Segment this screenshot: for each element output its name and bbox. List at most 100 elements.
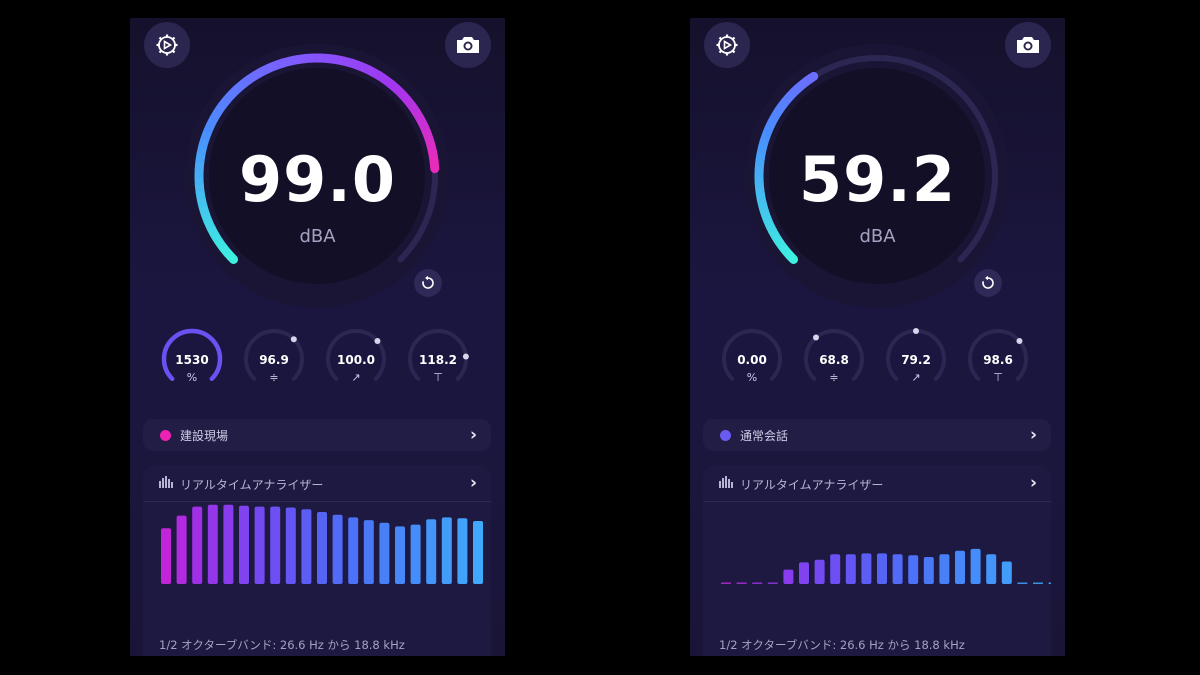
spectrum-bar	[752, 582, 763, 584]
average-icon: ≑	[269, 371, 279, 384]
gauge-fill-segment	[327, 54, 338, 65]
bar-chart-icon	[159, 476, 173, 488]
gear-icon	[716, 34, 738, 56]
gauge-fill-segment	[202, 122, 215, 135]
gauge-fill-segment	[387, 80, 401, 93]
spectrum-bar	[379, 522, 390, 584]
gauge-fill-segment	[223, 248, 239, 264]
mini-track	[408, 329, 468, 381]
spectrum-bar	[877, 553, 887, 584]
spectrum-bar	[767, 582, 778, 584]
spectrum-bar	[441, 517, 452, 584]
gauge-fill-segment	[412, 109, 425, 122]
max-arrow-icon: ↗	[911, 371, 921, 384]
gauge-fill-segment	[200, 130, 212, 142]
preset-selector[interactable]: 建設現場 ›	[143, 419, 491, 451]
gauge-fill-segment	[375, 71, 388, 84]
preset-selector[interactable]: 通常会話 ›	[703, 419, 1051, 451]
spectrum-bar	[845, 554, 856, 584]
peak-icon: ⊤	[993, 371, 1003, 384]
preset-color-dot	[160, 430, 171, 441]
stat-gauge-percent: 1530 %	[159, 326, 225, 396]
camera-icon	[1017, 37, 1039, 53]
stat-gauge-average: 68.8 ≑	[801, 326, 867, 396]
spectrum-bar	[783, 569, 794, 584]
spectrum-bar	[348, 517, 359, 584]
mini-marker	[1016, 338, 1023, 344]
gauge-fill-segment	[422, 130, 434, 142]
gauge-fill-segment	[341, 56, 353, 68]
camera-button[interactable]	[445, 22, 491, 68]
gauge-fill-segment	[393, 85, 406, 98]
spectrum-bar	[457, 518, 468, 584]
level-value: 59.2	[799, 143, 956, 216]
spectrum-bar	[332, 514, 343, 584]
stat-gauge-arc	[968, 329, 1028, 381]
spectrum-bar	[923, 557, 934, 584]
settings-button[interactable]	[704, 22, 750, 68]
spectrum-bar	[908, 555, 919, 584]
spectrum-bar	[955, 550, 965, 584]
settings-button[interactable]	[144, 22, 190, 68]
spectrum-bar	[830, 554, 841, 584]
chevron-right-icon: ›	[1029, 425, 1037, 445]
gear-icon	[156, 34, 178, 56]
spectrum-bar	[223, 504, 234, 584]
stat-gauge-arc	[804, 329, 864, 381]
analyzer-footnote: 1/2 オクターブバンド: 26.6 Hz から 18.8 kHz	[159, 638, 405, 652]
analyzer-footnote: 1/2 オクターブバンド: 26.6 Hz から 18.8 kHz	[719, 638, 965, 652]
stat-gauges: 1530 % 96.9 ≑ 100.0 ↗ 118.2 ⊤	[130, 326, 505, 406]
spectrum-bar	[736, 582, 747, 584]
mini-marker	[913, 328, 919, 334]
stat-gauge-max: 79.2 ↗	[883, 326, 949, 396]
stat-value: 96.9	[259, 353, 289, 367]
spectrum-bar	[301, 509, 312, 584]
stat-gauge-average: 96.9 ≑	[241, 326, 307, 396]
analyzer-header[interactable]: リアルタイムアナライザー ›	[703, 465, 1051, 502]
peak-icon: ⊤	[433, 371, 443, 384]
level-gauge	[185, 44, 449, 308]
preset-label: 建設現場	[180, 429, 229, 443]
mini-marker	[290, 336, 297, 343]
level-value: 99.0	[239, 143, 396, 216]
mini-fill	[161, 328, 223, 382]
analyzer-title: リアルタイムアナライザー	[740, 478, 884, 492]
average-icon: ≑	[829, 371, 839, 384]
spectrum-bar	[317, 512, 327, 584]
level-unit: dBA	[299, 226, 336, 247]
preset-label: 通常会話	[740, 429, 789, 443]
reset-button[interactable]	[974, 269, 1002, 297]
stat-value: 118.2	[419, 353, 457, 367]
mini-track	[722, 329, 782, 381]
level-unit: dBA	[859, 226, 896, 247]
percent-symbol: %	[746, 371, 758, 384]
camera-icon	[457, 37, 479, 53]
spectrum-bar	[270, 506, 281, 584]
stat-gauge-peak: 98.6 ⊤	[965, 326, 1031, 396]
gauge-fill-segment	[348, 58, 361, 70]
realtime-analyzer-card: リアルタイムアナライザー › 1/2 オクターブバンド: 26.6 Hz から …	[143, 465, 491, 656]
stat-gauge-arc	[244, 329, 304, 381]
spectrum-bar	[176, 515, 187, 584]
gauge-face	[209, 68, 425, 284]
spectrum-bars	[721, 548, 1051, 584]
spectrum-bar	[986, 554, 997, 584]
spectrum-bar	[970, 548, 981, 584]
stat-gauge-arc	[161, 328, 223, 382]
analyzer-header[interactable]: リアルタイムアナライザー ›	[143, 465, 491, 502]
gauge-fill-segment	[209, 109, 222, 122]
spectrum-bar	[254, 506, 265, 584]
mini-track	[968, 329, 1028, 381]
analyzer-title: リアルタイムアナライザー	[180, 478, 324, 492]
gauge-fill-segment	[266, 60, 279, 73]
chevron-right-icon: ›	[1029, 473, 1037, 493]
spectrum-bar	[239, 505, 249, 584]
camera-button[interactable]	[1005, 22, 1051, 68]
spectrum-bar	[861, 553, 872, 584]
bar-chart-icon	[719, 476, 733, 488]
stat-gauge-arc	[408, 329, 469, 381]
spectrum-bar	[799, 562, 809, 584]
spectrum-bar	[285, 507, 296, 584]
reset-button[interactable]	[414, 269, 442, 297]
gauge-fill-segment	[213, 102, 227, 116]
